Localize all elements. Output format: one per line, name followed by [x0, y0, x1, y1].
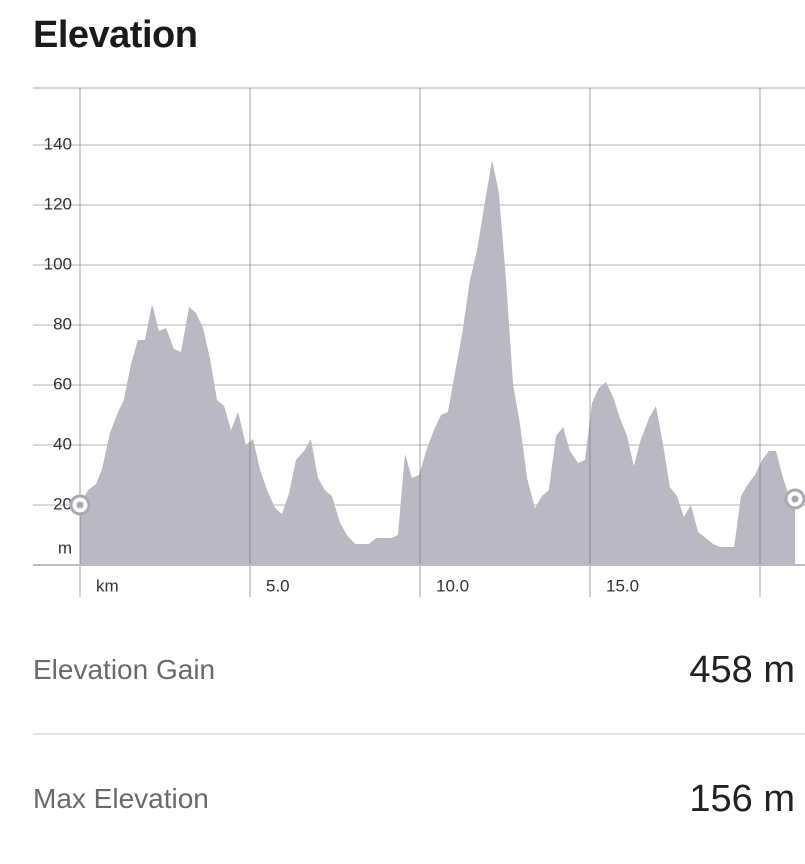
y-tick-label: 20 — [53, 494, 72, 513]
page-title: Elevation — [33, 14, 198, 56]
stat-value: 458 m — [689, 648, 795, 691]
y-tick-label: 40 — [53, 434, 72, 453]
y-tick-label: 60 — [53, 374, 72, 393]
separator — [33, 733, 805, 735]
stat-label: Max Elevation — [33, 783, 209, 814]
endpoint-dot — [791, 495, 799, 503]
x-tick-label: km — [96, 576, 119, 595]
stat-value: 156 m — [689, 777, 795, 820]
y-tick-label: 140 — [44, 134, 72, 153]
stat-row: Elevation Gain 458 m — [33, 640, 795, 700]
y-tick-label: 100 — [44, 254, 72, 273]
elevation-chart: 20 40 60 80 100 120 140 m km 5.0 10.0 15.0 — [33, 87, 805, 597]
endpoint-dot — [76, 501, 84, 509]
x-tick-label: 5.0 — [266, 576, 290, 595]
y-tick-label: 80 — [53, 314, 72, 333]
y-tick-label: 120 — [44, 194, 72, 213]
x-tick-label: 10.0 — [436, 576, 469, 595]
elevation-area — [80, 160, 795, 565]
x-tick-label: 15.0 — [606, 576, 639, 595]
stat-row: Max Elevation 156 m — [33, 769, 795, 829]
stat-label: Elevation Gain — [33, 654, 216, 685]
y-unit-label: m — [58, 538, 72, 557]
